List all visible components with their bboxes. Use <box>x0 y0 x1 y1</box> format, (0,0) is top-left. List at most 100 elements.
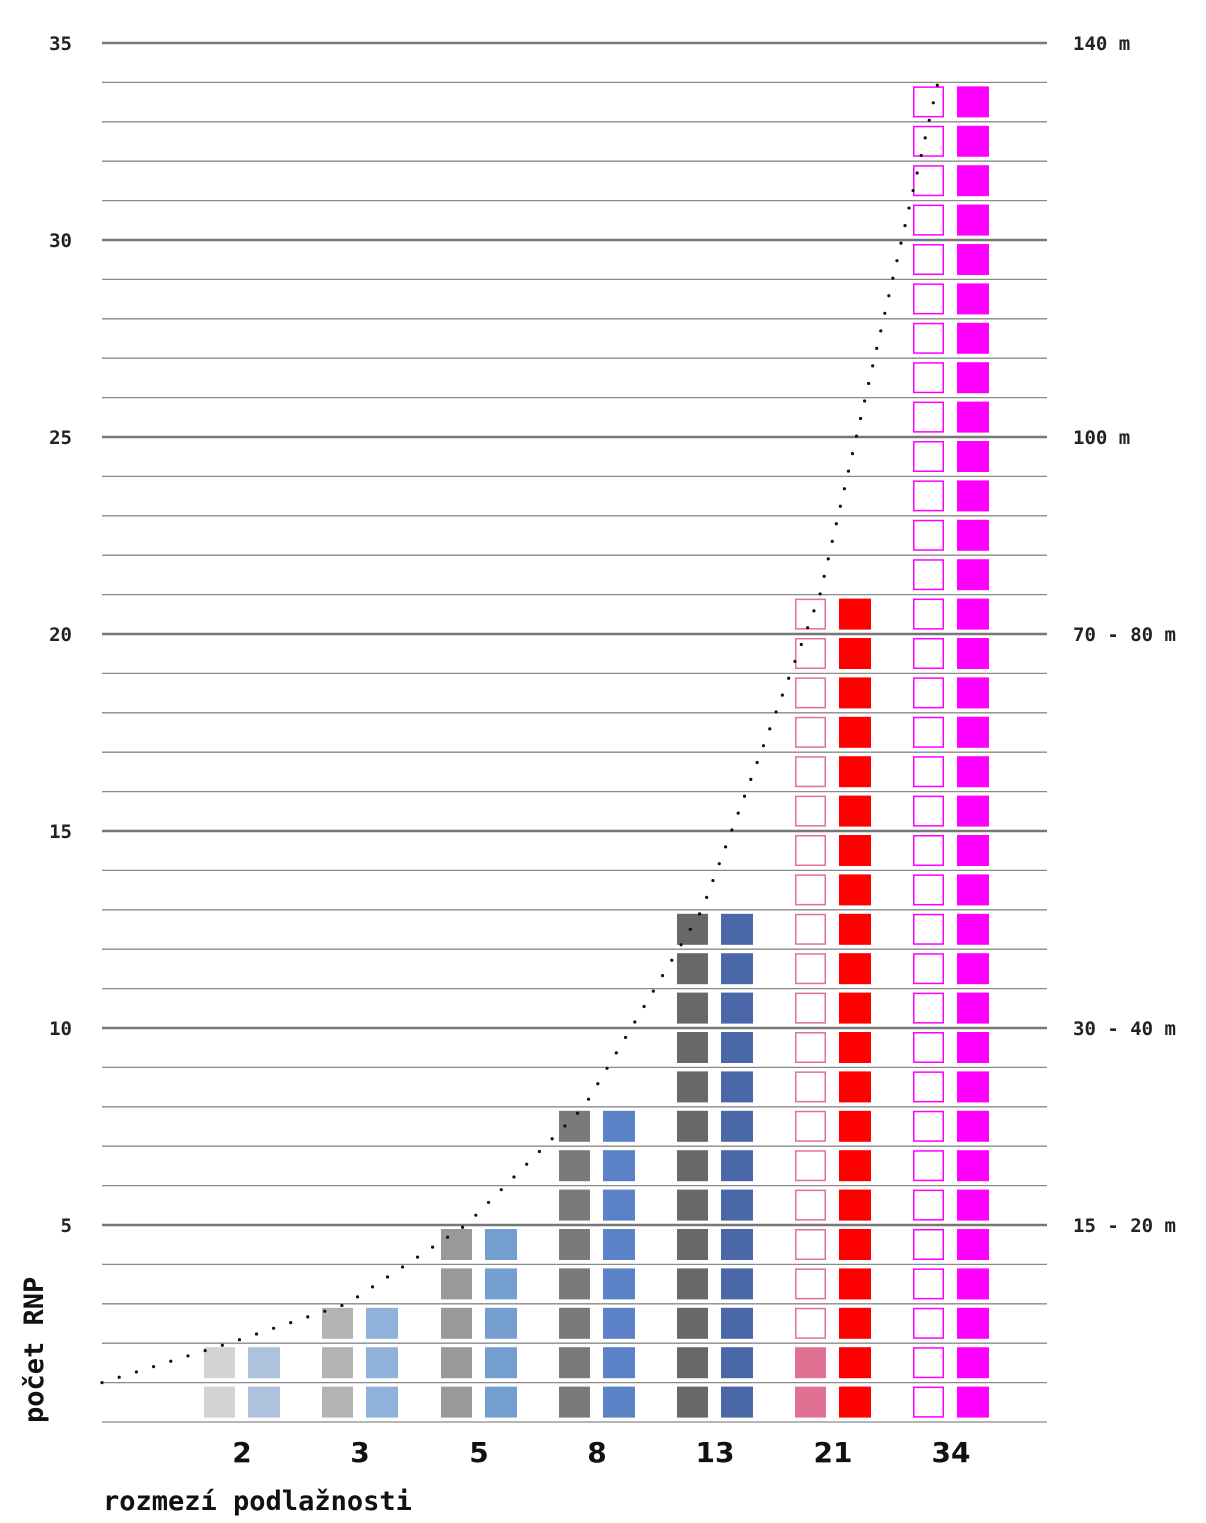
bar-cell <box>559 1268 590 1300</box>
bar-cell <box>677 1071 708 1103</box>
right-axis-label: 30 - 40 m <box>1073 1018 1176 1040</box>
bar-cell <box>677 1347 708 1379</box>
bar-cell <box>366 1307 398 1339</box>
bar-cell-outline <box>795 1268 826 1300</box>
bar-cell <box>957 835 989 866</box>
right-axis-label: 140 m <box>1073 33 1130 55</box>
bar-cell <box>721 1189 753 1221</box>
bar-cell <box>322 1307 353 1339</box>
bar-cell-outline <box>795 953 826 985</box>
y-axis-label: počet RNP <box>19 1277 50 1423</box>
bar-cell-outline <box>913 1110 944 1142</box>
bar-cell <box>957 1071 989 1103</box>
bar-cell <box>839 874 871 906</box>
bar-cell-outline <box>913 1307 944 1339</box>
bar-cell <box>721 1229 753 1260</box>
bar-cell <box>248 1386 280 1418</box>
bar-cell <box>957 1229 989 1260</box>
bar-cell <box>721 1347 753 1379</box>
bar-cell <box>957 1110 989 1142</box>
bar-cell-outline <box>913 559 944 591</box>
bar-cell-outline <box>913 716 944 748</box>
bar-cell-outline <box>913 283 944 315</box>
bar-cell-outline <box>913 165 944 197</box>
y-tick-label: 5 <box>61 1215 72 1237</box>
bar-cell <box>677 1150 708 1182</box>
bar-cell <box>839 1347 871 1379</box>
bar-cell-outline <box>795 1229 826 1260</box>
bar-cell <box>839 1150 871 1182</box>
bar-cell <box>677 1386 708 1418</box>
bar-cell <box>485 1386 517 1418</box>
bar-cell-outline <box>913 795 944 827</box>
bar-cell <box>559 1386 590 1418</box>
bar-cell <box>603 1110 635 1142</box>
bar-cell <box>677 1268 708 1300</box>
bar-cell <box>677 1189 708 1221</box>
bar-cell <box>957 165 989 197</box>
bar-cell <box>204 1386 235 1418</box>
bar-cell <box>603 1386 635 1418</box>
y-tick-label: 25 <box>49 427 72 449</box>
bar-cell <box>603 1150 635 1182</box>
bar-cell-outline <box>913 913 944 945</box>
bar-cell <box>957 913 989 945</box>
bar-cell-outline <box>795 638 826 669</box>
bar-cell <box>957 953 989 985</box>
right-axis-label: 100 m <box>1073 427 1130 449</box>
bar-cell-outline <box>795 756 826 788</box>
bar-cell <box>366 1386 398 1418</box>
bar-cell <box>957 125 989 157</box>
x-tick-label: 21 <box>814 1436 853 1469</box>
bar-cell <box>603 1268 635 1300</box>
bar-cell <box>957 1189 989 1221</box>
y-tick-label: 20 <box>49 624 72 646</box>
bar-cell <box>559 1229 590 1260</box>
bar-cell-outline <box>913 204 944 236</box>
bar-cell <box>957 874 989 906</box>
bar-cell <box>957 598 989 630</box>
bar-cell <box>441 1268 472 1300</box>
bar-cell-outline <box>913 86 944 118</box>
bar-cell <box>957 1150 989 1182</box>
bar-cell <box>677 913 708 945</box>
bar-cell <box>721 1071 753 1103</box>
bar-cell <box>248 1347 280 1379</box>
bar-cell <box>559 1150 590 1182</box>
bar-cell <box>957 322 989 354</box>
bar-cell <box>603 1347 635 1379</box>
bar-cell <box>839 953 871 985</box>
x-tick-labels: 2 3 5 8 13 21 34 <box>232 1436 970 1469</box>
bar-cell <box>957 401 989 433</box>
bar-cell-outline <box>913 874 944 906</box>
bar-cell <box>721 1110 753 1142</box>
bar-cell <box>721 1032 753 1063</box>
bar-cell <box>795 1386 826 1418</box>
bar-cell <box>957 519 989 551</box>
y-tick-label: 15 <box>49 821 72 843</box>
bar-cell <box>839 756 871 788</box>
bar-cell-outline <box>913 480 944 512</box>
bar-cell <box>839 638 871 669</box>
bar-cell <box>839 1032 871 1063</box>
bar-cell <box>957 283 989 315</box>
bar-cell <box>441 1386 472 1418</box>
bar-cell <box>559 1189 590 1221</box>
bar-cell-outline <box>913 677 944 709</box>
bar-cell-outline <box>913 401 944 433</box>
bar-cell <box>721 1268 753 1300</box>
bar-cell-outline <box>795 795 826 827</box>
bar-cell <box>839 1386 871 1418</box>
bar-cell-outline <box>795 874 826 906</box>
bar-cell-outline <box>913 953 944 985</box>
bar-cell-outline <box>913 1071 944 1103</box>
bar-cell-outline <box>913 1268 944 1300</box>
chart-bars <box>204 86 989 1418</box>
bar-cell <box>839 716 871 748</box>
bar-cell-outline <box>795 1307 826 1339</box>
bar-cell <box>957 638 989 669</box>
bar-cell-outline <box>795 716 826 748</box>
y-tick-label: 35 <box>49 33 72 55</box>
bar-cell <box>839 913 871 945</box>
bar-cell-outline <box>913 244 944 275</box>
